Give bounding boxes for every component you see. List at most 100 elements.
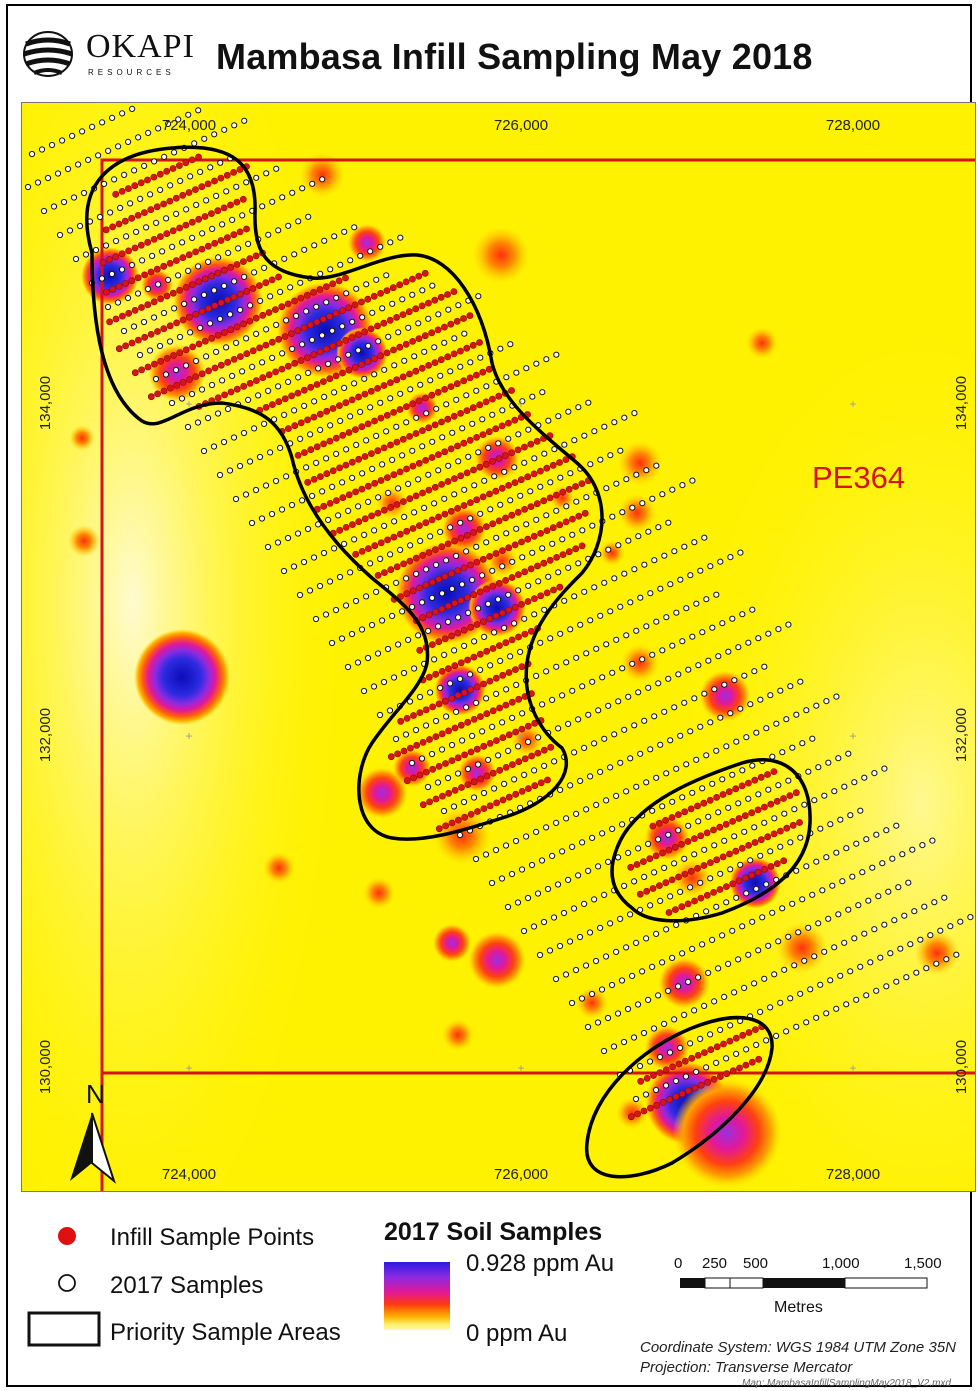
- sample-2017-point: [609, 513, 616, 520]
- priority-area-south[interactable]: [585, 1015, 774, 1179]
- sample-2017-point: [193, 201, 200, 209]
- infill-point: [217, 174, 225, 182]
- sample-2017-point: [845, 906, 852, 913]
- sample-2017-point: [595, 863, 602, 870]
- sample-2017-point: [85, 156, 92, 164]
- sample-2017-point: [379, 305, 386, 312]
- sample-2017-point: [831, 788, 838, 795]
- infill-point: [170, 352, 177, 359]
- sample-2017-point: [304, 525, 312, 533]
- sample-2017-point: [289, 189, 296, 196]
- infill-point: [655, 819, 663, 827]
- infill-point: [332, 372, 340, 380]
- sample-2017-point: [440, 807, 448, 815]
- sample-2017-point: [743, 734, 750, 741]
- infill-point: [345, 366, 353, 374]
- sample-2017-point: [656, 1053, 664, 1061]
- sample-2017-point: [431, 344, 438, 351]
- sample-2017-point: [803, 1019, 810, 1026]
- infill-sample-points: [99, 153, 803, 1121]
- infill-point: [508, 511, 516, 519]
- infill-point: [729, 818, 736, 825]
- sample-2017-point: [112, 237, 120, 245]
- infill-point: [406, 744, 414, 752]
- sample-2017-point: [591, 740, 598, 747]
- infill-point: [700, 862, 708, 869]
- infill-point: [473, 683, 481, 691]
- sample-2017-point: [416, 693, 424, 701]
- sample-2017-point: [523, 833, 530, 840]
- infill-point: [752, 1026, 759, 1033]
- infill-point: [160, 200, 167, 208]
- sample-2017-point: [376, 711, 384, 719]
- sample-2017-point: [347, 257, 354, 264]
- infill-point: [486, 552, 493, 560]
- sample-2017-point: [523, 521, 530, 528]
- sample-2017-point: [491, 785, 498, 792]
- infill-point: [370, 355, 378, 362]
- sample-2017-point: [783, 716, 790, 723]
- sample-2017-point: [374, 650, 382, 657]
- infill-point: [780, 857, 788, 865]
- sample-2017-point: [619, 665, 626, 672]
- infill-point: [390, 346, 397, 354]
- sample-2017-point: [338, 635, 346, 642]
- sample-2017-point: [765, 630, 772, 637]
- infill-point: [198, 183, 206, 191]
- sample-2017-point: [406, 698, 414, 705]
- infill-point: [186, 376, 193, 383]
- infill-point: [358, 547, 366, 555]
- sample-2017-point: [683, 761, 690, 768]
- sample-2017-point: [837, 816, 844, 823]
- infill-point: [502, 701, 510, 709]
- anomaly-blob: [356, 767, 408, 819]
- infill-point: [272, 368, 279, 376]
- sample-2017-point: [815, 920, 822, 927]
- sample-2017-point: [567, 626, 574, 633]
- sample-2017-point: [721, 837, 728, 844]
- infill-point: [99, 258, 107, 266]
- sample-2017-point: [397, 390, 404, 397]
- infill-point: [387, 503, 395, 511]
- sample-2017-point: [551, 758, 558, 765]
- infill-point: [489, 645, 497, 652]
- sample-2017-point: [123, 233, 130, 240]
- sample-2017-point: [687, 884, 694, 891]
- infill-point: [374, 509, 382, 517]
- sample-2017-point: [620, 1038, 628, 1046]
- infill-point: [422, 394, 429, 402]
- infill-point: [687, 805, 695, 813]
- sample-2017-point: [911, 908, 918, 915]
- sample-2017-point: [611, 731, 618, 738]
- infill-point: [467, 623, 475, 631]
- sample-2017-point: [761, 663, 768, 670]
- sample-2017-point: [663, 614, 670, 621]
- sample-2017-point: [187, 173, 194, 180]
- infill-point: [310, 475, 318, 483]
- priority-area-east[interactable]: [610, 758, 812, 923]
- sample-2017-point: [487, 506, 494, 513]
- infill-point: [649, 885, 657, 892]
- infill-point: [332, 497, 340, 504]
- infill-point: [205, 367, 212, 375]
- infill-point: [131, 182, 139, 190]
- infill-point: [351, 301, 359, 309]
- infill-point: [489, 457, 496, 465]
- infill-point: [444, 540, 452, 548]
- infill-point: [131, 244, 139, 252]
- infill-point: [147, 393, 155, 401]
- sample-2017-point: [291, 407, 298, 414]
- infill-point: [441, 635, 449, 643]
- infill-point: [448, 694, 456, 702]
- infill-point: [396, 530, 404, 538]
- sample-2017-point: [337, 417, 344, 424]
- sample-2017-point: [681, 1011, 688, 1019]
- sample-2017-point: [735, 644, 742, 651]
- sample-2017-point: [665, 831, 672, 838]
- priority-area-north[interactable]: [85, 145, 604, 841]
- sample-2017-point: [797, 678, 804, 685]
- sample-2017-point: [412, 726, 420, 734]
- infill-point: [489, 707, 497, 715]
- sample-2017-point: [747, 857, 754, 864]
- infill-point: [211, 302, 219, 310]
